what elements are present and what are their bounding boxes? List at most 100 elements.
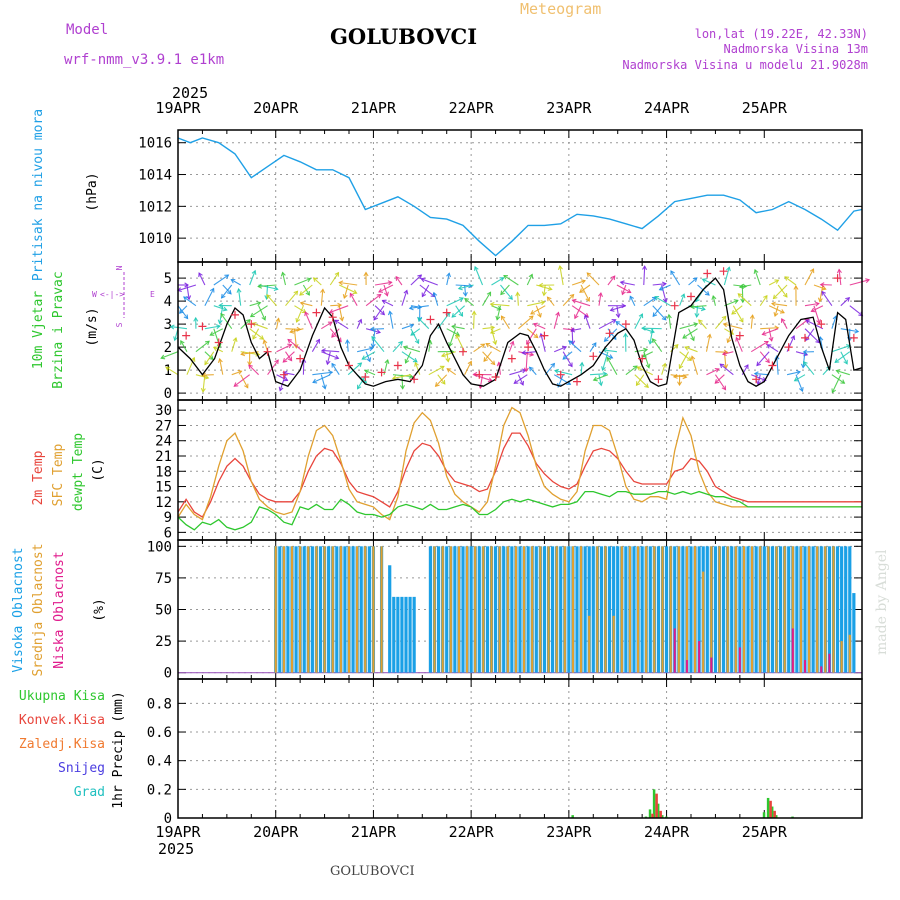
wind-arrow-head [635,381,641,387]
wind-arrow [419,284,436,297]
gust-marker [540,331,549,340]
watermark: made by Angel [874,549,890,655]
wind-arrow [428,365,445,376]
wind-arrow-head [305,291,310,296]
cloud-bar-mid [824,546,827,673]
wind-arrow-head [678,364,684,370]
wind-arrow [249,270,256,286]
cloud-bar-high [526,546,530,673]
gust-marker [735,331,744,340]
wind-arrow [361,351,376,360]
precip-bar-total [775,815,778,818]
wind-arrow [474,266,484,286]
gust-marker [784,343,793,352]
wind-arrow [804,302,819,307]
gust-marker [507,354,516,363]
wind-arrow [712,295,716,306]
wind-unit: (m/s) [85,307,100,346]
wind-arrow-head [648,339,654,345]
wind-arrow [652,305,667,321]
cloud-bar-high [477,546,481,673]
wind-arrow [401,290,408,306]
wind-arrow [754,373,770,376]
cloud-bar-high [770,546,775,673]
wind-arrow-head [714,379,720,384]
wind-arrow [374,281,392,286]
y-tick-label: 50 [155,603,172,619]
wind-arrow-head [805,319,811,324]
cloud-bar-high [583,546,587,673]
wind-arrow [300,302,313,307]
wind-arrow [714,374,726,390]
wind-arrow [414,362,421,375]
wind-arrow [451,325,465,330]
precip-bar-conv [773,810,776,818]
wind-arrow-head [184,282,190,288]
dewpt-line [177,490,862,531]
wind-arrow-head [262,339,268,345]
wind-arrow [698,319,707,330]
cloud-bar-high [648,546,652,673]
wind-arrow [287,339,304,353]
wind-arrow-head [638,313,644,319]
wind-arrow [602,351,609,371]
gust-marker [459,347,467,356]
compass-horizontal-bar: <-|-> [100,290,124,299]
wind-arrow-head [714,367,720,373]
wind-arrow [312,374,331,383]
cloud-bar-high [713,546,718,673]
wind-arrow [529,366,537,376]
wind-arrow-head [773,312,779,317]
wind-arrow [688,277,698,286]
wind-arrow [213,274,229,286]
wind-arrow [321,321,333,330]
wind-arrow-head [601,366,606,372]
wind-arrow-head [337,302,343,308]
wind-arrow [811,305,824,312]
gust-marker [393,361,402,370]
wind-arrow-head [515,291,521,297]
wind-arrow-head [731,310,737,315]
cloud-bar-mid [775,546,778,673]
wind-arrow-head [483,357,489,363]
wind-arrow-head [257,283,263,289]
cloud-bar-mid [315,546,318,673]
wind-arrow [258,305,266,321]
wind-arrow [403,346,421,353]
wind-arrow-head [204,360,209,366]
wind-arrow-head [526,339,531,345]
wind-arrow [562,351,573,360]
wind-arrow [249,302,261,307]
wind-arrow-head [677,381,683,387]
wind-arrow [320,374,326,389]
cloud-label-mid: Srednja Oblacnost [31,543,46,676]
cloud-bar-high [599,546,604,673]
wind-arrow-head [220,293,226,299]
wind-arrow-head [193,316,199,322]
wind-arrow-head [434,382,440,387]
wind-arrow [714,374,725,384]
cloud-bar-high [392,596,396,673]
wind-arrow [177,284,197,292]
wind-arrow-head [761,331,767,336]
wind-arrow-head [629,295,634,301]
cloud-bar-mid [604,546,607,673]
wind-arrow-head [611,319,617,324]
wind-arrow-head [698,319,703,324]
date-label-bottom: 24APR [644,823,690,841]
wind-arrow-head [555,311,561,317]
cloud-bar-mid [323,546,326,673]
wind-arrow [304,311,313,329]
wind-arrow [606,357,618,375]
wind-arrow-head [165,366,171,372]
wind-arrow-head [528,315,534,321]
gust-marker [719,267,728,276]
wind-arrow [530,305,546,315]
cloud-bar-low [804,660,806,673]
cloud-bar-mid [539,546,542,673]
wind-arrow-head [380,310,386,316]
cloud-bar-high [803,546,807,673]
wind-arrow [652,305,663,317]
wind-arrow [690,305,707,308]
wind-arrow [750,315,754,329]
